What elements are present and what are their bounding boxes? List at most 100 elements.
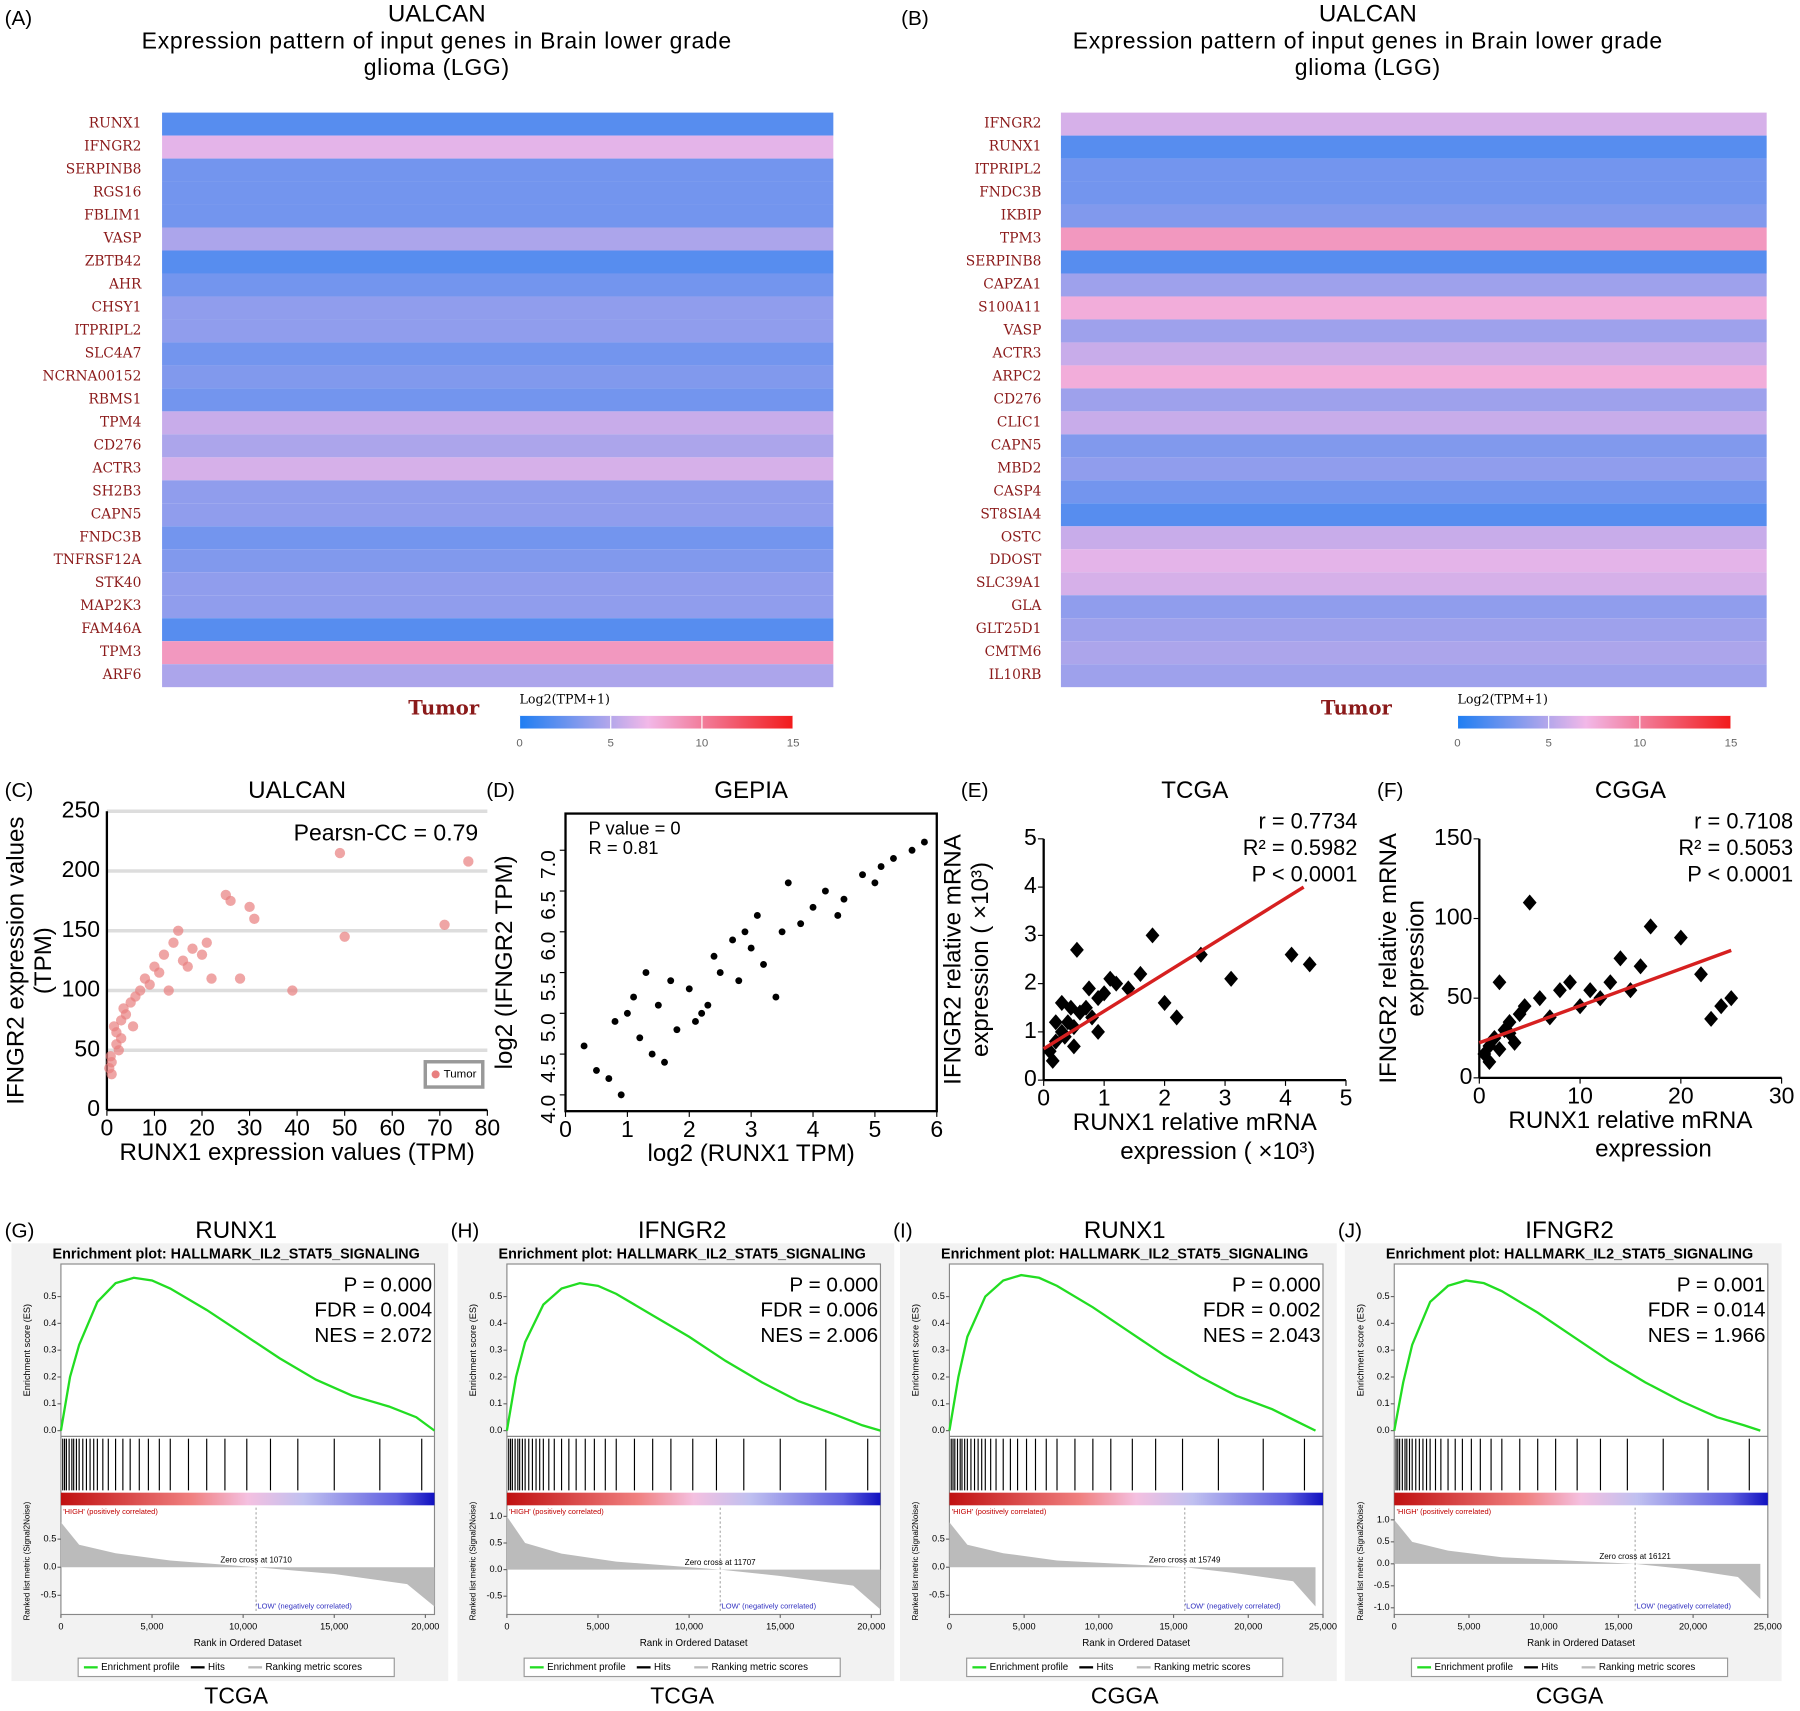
row-label: CAPN5 — [991, 437, 1042, 453]
data-point — [1502, 1014, 1517, 1031]
row-label: MAP2K3 — [80, 598, 141, 614]
heatmap-row — [162, 664, 834, 688]
data-point — [127, 1021, 139, 1032]
legend-label: Ranking metric scores — [1599, 1662, 1696, 1673]
x-tick-label: 15,000 — [320, 1622, 348, 1632]
x-tick-label: 2 — [683, 1116, 696, 1142]
heatmap-row — [1060, 388, 1767, 412]
metric-tick-label: -1.0 — [1374, 1602, 1390, 1612]
data-point — [890, 854, 897, 862]
data-point — [1492, 1041, 1507, 1058]
row-label: TPM4 — [100, 414, 142, 430]
heatmap-row — [162, 549, 834, 573]
annotation: P = 0.000 — [789, 1273, 878, 1296]
row-label: ACTR3 — [92, 460, 142, 476]
low-label: 'LOW' (negatively correlated) — [720, 1601, 816, 1610]
heatmap-row — [162, 319, 834, 343]
data-point — [1091, 1023, 1105, 1040]
chart-subtitle: Expression pattern of input genes in Bra… — [142, 28, 732, 54]
metric-axis-label: Ranked list metric (Signal2Noise) — [23, 1501, 32, 1620]
data-point — [234, 973, 246, 984]
y-tick-label: 6.0 — [537, 932, 560, 961]
metric-tick-label: -0.5 — [1374, 1580, 1390, 1590]
rank-colorbar — [60, 1492, 435, 1506]
row-label: CAPN5 — [91, 506, 142, 522]
x-tick-label: 5,000 — [1457, 1622, 1480, 1632]
data-point — [877, 863, 885, 871]
rank-colorbar — [506, 1492, 881, 1506]
x-axis-label: Rank in Ordered Dataset — [1527, 1638, 1635, 1649]
data-point — [1067, 1038, 1081, 1055]
row-label: SERPINB8 — [966, 253, 1042, 269]
data-point — [206, 973, 217, 984]
data-point — [735, 977, 743, 985]
x-tick-label: 10 — [142, 1115, 168, 1141]
data-point — [182, 961, 193, 972]
heatmap-row — [1060, 250, 1767, 274]
y-tick-label: 0.2 — [490, 1371, 503, 1381]
data-point — [339, 931, 350, 942]
heatmap-row — [162, 158, 834, 182]
metric-tick-label: 0.5 — [932, 1534, 945, 1544]
row-label: GLA — [1011, 598, 1042, 614]
y-tick-label: 0.5 — [44, 1291, 57, 1301]
x-tick-label: 5 — [869, 1116, 882, 1142]
metric-tick-label: 1.0 — [490, 1511, 503, 1521]
annotation: r = 0.7734 — [1259, 809, 1358, 834]
x-tick-label: 10,000 — [675, 1622, 703, 1632]
data-point — [698, 1009, 706, 1017]
chart-title: GEPIA — [714, 777, 789, 804]
annotation: FDR = 0.014 — [1648, 1299, 1766, 1322]
x-axis-label: Rank in Ordered Dataset — [194, 1638, 302, 1649]
x-axis-label: Tumor — [408, 696, 480, 719]
chart-subtitle: Expression pattern of input genes in Bra… — [1073, 28, 1663, 54]
data-point — [1583, 982, 1598, 999]
y-tick-label: 200 — [62, 856, 100, 882]
y-axis-label: Enrichment score (ES) — [1355, 1304, 1365, 1396]
x-tick-label: 0 — [1473, 1082, 1486, 1108]
data-point — [1517, 998, 1532, 1015]
y-tick-label: 0.1 — [1377, 1398, 1390, 1408]
data-point — [747, 944, 755, 952]
metric-tick-label: 0.5 — [1377, 1536, 1390, 1546]
x-axis-label: RUNX1 relative mRNA — [1073, 1109, 1318, 1136]
heatmap-row — [1060, 480, 1767, 504]
chart-title: IFNGR2 — [638, 1217, 726, 1244]
data-point — [797, 920, 805, 928]
x-tick-label: 15,000 — [766, 1622, 794, 1632]
chart-title: RUNX1 — [1084, 1217, 1166, 1244]
x-tick-label: 30 — [1769, 1082, 1795, 1108]
x-tick-label: 1 — [1098, 1085, 1111, 1111]
y-tick-label: 0.3 — [932, 1345, 945, 1355]
metric-area — [1394, 1519, 1761, 1599]
y-tick-label: 0.1 — [932, 1398, 945, 1408]
row-label: CLIC1 — [997, 414, 1041, 430]
colorbar-label: Log2(TPM+1) — [520, 691, 610, 706]
x-tick-label: 10,000 — [229, 1622, 257, 1632]
y-tick-label: 0.5 — [1377, 1291, 1390, 1301]
heatmap-row — [1060, 411, 1767, 435]
heatmap-row — [162, 526, 834, 550]
annotation: r = 0.7108 — [1694, 809, 1793, 834]
chart-subtitle: Enrichment plot: HALLMARK_IL2_STAT5_SIGN… — [941, 1247, 1308, 1263]
chart-title: IFNGR2 — [1525, 1217, 1613, 1244]
plot-frame — [564, 812, 938, 1113]
x-tick-label: 0 — [1037, 1085, 1050, 1111]
x-tick-label: 0 — [947, 1622, 952, 1632]
data-point — [661, 1058, 668, 1066]
metric-tick-label: 0.5 — [44, 1534, 57, 1544]
colorbar-tick-label: 15 — [787, 737, 800, 749]
panel-label: (B) — [901, 7, 929, 30]
y-axis-label: Enrichment score (ES) — [22, 1304, 32, 1396]
x-tick-label: 25,000 — [1309, 1622, 1337, 1632]
panel-label: (A) — [5, 7, 33, 30]
y-tick-label: 250 — [62, 796, 100, 822]
row-label: ITPRIPL2 — [974, 162, 1041, 178]
chart-title: CGGA — [1595, 777, 1667, 804]
data-point — [244, 901, 255, 913]
data-point — [630, 993, 638, 1001]
heatmap-row — [1060, 319, 1767, 343]
x-tick-label: 3 — [745, 1116, 758, 1142]
data-point — [617, 1091, 625, 1099]
annotation: P = 0.001 — [1677, 1273, 1766, 1296]
